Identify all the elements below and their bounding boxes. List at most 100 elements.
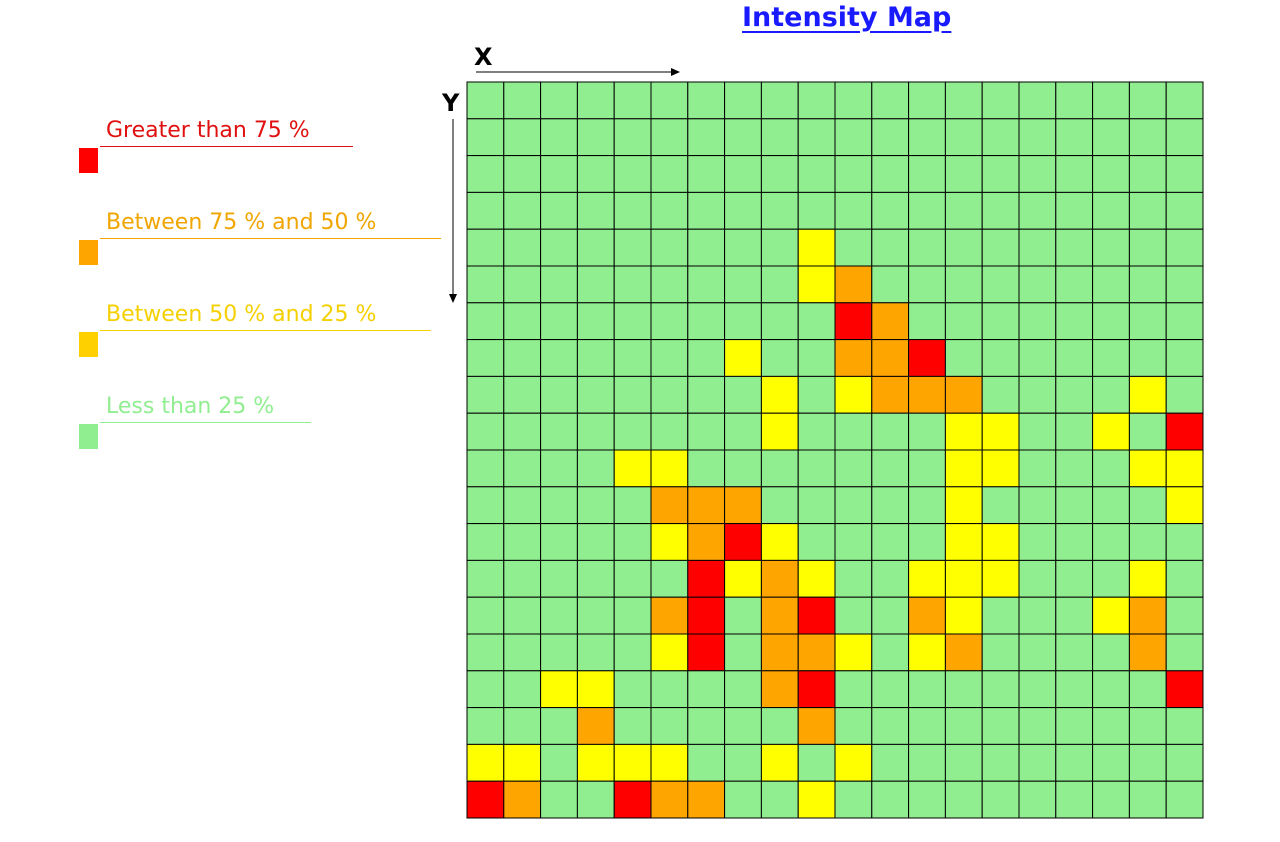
heatmap-cell	[724, 118, 762, 157]
heatmap-cell	[466, 523, 505, 561]
heatmap-cell	[834, 596, 873, 635]
heatmap-cell	[981, 155, 1020, 193]
heatmap-cell	[1055, 155, 1094, 193]
heatmap-cell	[944, 633, 983, 672]
heatmap-cell	[687, 596, 726, 635]
heatmap-cell	[503, 375, 542, 414]
heatmap-cell	[1018, 486, 1057, 525]
heatmap-cell	[1128, 670, 1167, 709]
heatmap-cell	[576, 118, 615, 157]
heatmap-cell	[871, 743, 910, 782]
heatmap-cell	[687, 302, 726, 341]
heatmap-cell	[1165, 780, 1204, 819]
heatmap-cell	[1018, 118, 1057, 157]
heatmap-cell	[944, 302, 983, 341]
heatmap-cell	[981, 449, 1020, 488]
heatmap-cell	[1165, 302, 1204, 341]
heatmap-cell	[944, 412, 983, 451]
legend-item-between-75-50: Between 75 % and 50 %	[78, 210, 441, 270]
legend-underline	[100, 330, 431, 331]
heatmap-cell	[540, 743, 578, 782]
heatmap-cell	[1055, 670, 1094, 709]
heatmap-cell	[871, 486, 910, 525]
heatmap-cell	[908, 118, 946, 157]
heatmap-cell	[650, 191, 689, 230]
heatmap-cell	[724, 633, 762, 672]
heatmap-cell	[1128, 228, 1167, 267]
heatmap-cell	[797, 155, 836, 193]
heatmap-cell	[760, 339, 799, 377]
heatmap-cell	[1128, 412, 1167, 451]
heatmap-cell	[687, 155, 726, 193]
heatmap-cell	[540, 375, 578, 414]
heatmap-cell	[944, 191, 983, 230]
heatmap-cell	[724, 228, 762, 267]
heatmap-cell	[981, 559, 1020, 598]
heatmap-cell	[871, 302, 910, 341]
heatmap-cell	[613, 743, 652, 782]
heatmap-cell	[1165, 559, 1204, 598]
heatmap-cell	[724, 302, 762, 341]
heatmap-cell	[797, 486, 836, 525]
heatmap-cell	[613, 265, 652, 304]
heatmap-cell	[834, 155, 873, 193]
heatmap-cell	[871, 118, 910, 157]
heatmap-cell	[613, 670, 652, 709]
heatmap-cell	[540, 191, 578, 230]
heatmap-cell	[613, 81, 652, 120]
heatmap-cell	[466, 228, 505, 267]
heatmap-cell	[466, 118, 505, 157]
heatmap-cell	[797, 596, 836, 635]
heatmap-cell	[1092, 191, 1130, 230]
heatmap-cell	[1165, 412, 1204, 451]
heatmap-cell	[613, 449, 652, 488]
heatmap-cell	[540, 339, 578, 377]
heatmap-cell	[944, 559, 983, 598]
legend-item-greater-75: Greater than 75 %	[78, 118, 438, 178]
heatmap-cell	[1128, 155, 1167, 193]
heatmap-cell	[797, 302, 836, 341]
x-axis-label: X	[474, 43, 493, 71]
legend-label: Between 50 % and 25 %	[106, 302, 377, 327]
heatmap-cell	[797, 339, 836, 377]
heatmap-cell	[871, 265, 910, 304]
heatmap-cell	[908, 412, 946, 451]
heatmap-cell	[908, 596, 946, 635]
heatmap-cell	[908, 559, 946, 598]
heatmap-cell	[1018, 449, 1057, 488]
heatmap-cell	[576, 743, 615, 782]
heatmap-cell	[908, 191, 946, 230]
heatmap-cell	[944, 670, 983, 709]
heatmap-cell	[650, 265, 689, 304]
heatmap-cell	[981, 265, 1020, 304]
heatmap-cell	[797, 559, 836, 598]
heatmap-cell	[760, 81, 799, 120]
chart-title: Intensity Map	[742, 2, 952, 33]
heatmap-cell	[981, 191, 1020, 230]
heatmap-cell	[724, 559, 762, 598]
heatmap-cell	[613, 155, 652, 193]
heatmap-cell	[687, 412, 726, 451]
heatmap-cell	[576, 523, 615, 561]
heatmap-cell	[1055, 118, 1094, 157]
heatmap-cell	[687, 743, 726, 782]
heatmap-cell	[466, 596, 505, 635]
heatmap-cell	[576, 707, 615, 745]
heatmap-cell	[871, 339, 910, 377]
heatmap-cell	[981, 633, 1020, 672]
x-axis-arrowhead	[671, 68, 680, 76]
heatmap-cell	[1128, 265, 1167, 304]
heatmap-cell	[797, 412, 836, 451]
heatmap-cell	[760, 155, 799, 193]
heatmap-cell	[503, 523, 542, 561]
heatmap-cell	[871, 707, 910, 745]
heatmap-cell	[466, 375, 505, 414]
heatmap-cell	[1165, 339, 1204, 377]
heatmap-cell	[797, 265, 836, 304]
heatmap-cell	[1128, 559, 1167, 598]
heatmap-cell	[981, 302, 1020, 341]
heatmap-cell	[466, 155, 505, 193]
heatmap-cell	[981, 596, 1020, 635]
heatmap-cell	[908, 670, 946, 709]
heatmap-cell	[1018, 559, 1057, 598]
